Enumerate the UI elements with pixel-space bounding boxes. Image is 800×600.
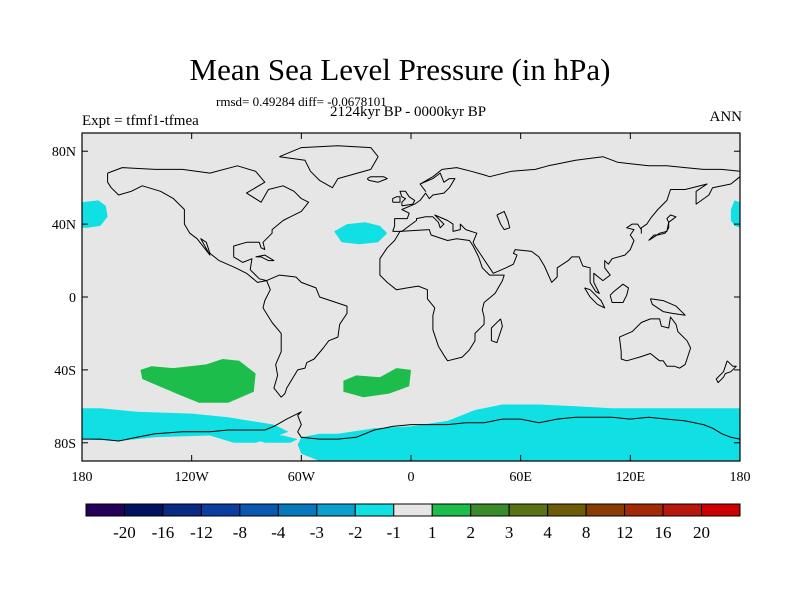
colorbar-box bbox=[508, 503, 549, 517]
colorbar-box bbox=[393, 503, 433, 517]
map-area bbox=[82, 133, 740, 461]
colorbar-label: 16 bbox=[655, 523, 672, 542]
colorbar-box bbox=[239, 503, 279, 517]
colorbar: -20 -16 -12 -8 -4 -3 -2 -1 1 2 3 4 8 12 16 20 bbox=[85, 503, 741, 542]
colorbar-box bbox=[316, 503, 356, 517]
y-tick-label: 80N bbox=[52, 145, 76, 160]
colorbar-label: -8 bbox=[233, 523, 247, 542]
coastline-eurasia bbox=[392, 156, 740, 294]
colorbar-label: 3 bbox=[505, 523, 514, 542]
y-tick-label: 80S bbox=[54, 437, 76, 452]
colorbar-box bbox=[200, 503, 241, 517]
coastline-north-america bbox=[107, 165, 310, 283]
coastline-new-guinea bbox=[649, 298, 686, 316]
colorbar-label: -3 bbox=[310, 523, 324, 542]
y-tick-label: 40N bbox=[52, 218, 76, 233]
x-tick-label: 0 bbox=[408, 470, 415, 485]
coastline-japan bbox=[648, 214, 677, 241]
region-south-pacific-positive bbox=[140, 359, 256, 403]
region-drake-negative bbox=[253, 433, 298, 443]
coastline-greenland bbox=[279, 145, 379, 189]
colorbar-label: -20 bbox=[113, 523, 136, 542]
coastline-cuba bbox=[255, 254, 275, 262]
region-azores-negative bbox=[334, 222, 388, 245]
x-tick-label: 120W bbox=[175, 470, 210, 485]
colorbar-label: 2 bbox=[466, 523, 475, 542]
colorbar-box bbox=[277, 503, 318, 517]
colorbar-box bbox=[162, 503, 202, 517]
colorbar-box bbox=[85, 503, 125, 517]
colorbar-label: 12 bbox=[616, 523, 633, 542]
experiment-label: Expt = tfmf1-tfmea bbox=[82, 113, 199, 129]
colorbar-box bbox=[701, 503, 741, 517]
period-text: 2124kyr BP - 0000kyr BP bbox=[329, 104, 487, 120]
colorbar-label: 8 bbox=[582, 523, 591, 542]
map-axes: 180 120W 60W 0 60E 120E 180 80N 40N 0 40S 80S bbox=[52, 132, 751, 485]
map-background bbox=[82, 133, 740, 461]
colorbar-box bbox=[624, 503, 664, 517]
colorbar-label: -2 bbox=[348, 523, 362, 542]
colorbar-label: 1 bbox=[428, 523, 437, 542]
colorbar-box bbox=[354, 503, 395, 517]
region-southern-ocean-negative bbox=[82, 408, 289, 443]
coastline-sumatra bbox=[584, 287, 606, 309]
chart-title: Mean Sea Level Pressure (in hPa) bbox=[189, 52, 611, 87]
colorbar-box bbox=[431, 503, 472, 517]
colorbar-label: -1 bbox=[387, 523, 401, 542]
colorbar-label: 20 bbox=[693, 523, 710, 542]
stats-text: rmsd= 0.49284 diff= -0.0678101 bbox=[216, 94, 387, 109]
colorbar-box bbox=[547, 503, 587, 517]
y-tick-label: 40S bbox=[54, 364, 76, 379]
coastline-madagascar bbox=[490, 318, 503, 344]
x-tick-label: 60E bbox=[509, 470, 532, 485]
coastline-africa bbox=[379, 229, 505, 362]
coastline-antarctica bbox=[82, 411, 740, 442]
colorbar-box bbox=[585, 503, 626, 517]
x-tick-label: 60W bbox=[288, 470, 316, 485]
map-contents bbox=[82, 145, 740, 461]
colorbar-box bbox=[662, 503, 703, 517]
season-label: ANN bbox=[709, 109, 743, 125]
coastline-arabia-caspian bbox=[496, 210, 511, 231]
coastline-borneo bbox=[609, 283, 629, 303]
colorbar-label: 4 bbox=[543, 523, 552, 542]
colorbar-label: -12 bbox=[190, 523, 213, 542]
colorbar-label: -4 bbox=[271, 523, 286, 542]
coastline-new-zealand bbox=[715, 360, 737, 384]
coastline-australia bbox=[618, 316, 692, 369]
x-tick-label: 120E bbox=[616, 470, 646, 485]
x-tick-label: 180 bbox=[72, 470, 93, 485]
colorbar-box bbox=[470, 503, 510, 517]
y-tick-label: 0 bbox=[69, 291, 76, 306]
region-north-pacific-negative-east bbox=[730, 200, 740, 228]
coastline-south-america bbox=[262, 274, 348, 398]
colorbar-box bbox=[123, 503, 164, 517]
coastline-iceland bbox=[366, 176, 388, 183]
x-tick-label: 180 bbox=[730, 470, 751, 485]
coastline-ireland bbox=[392, 196, 401, 203]
region-north-pacific-negative bbox=[82, 200, 108, 228]
coastline-britain bbox=[399, 190, 416, 207]
region-south-atlantic-positive bbox=[343, 368, 411, 398]
colorbar-label: -16 bbox=[152, 523, 175, 542]
